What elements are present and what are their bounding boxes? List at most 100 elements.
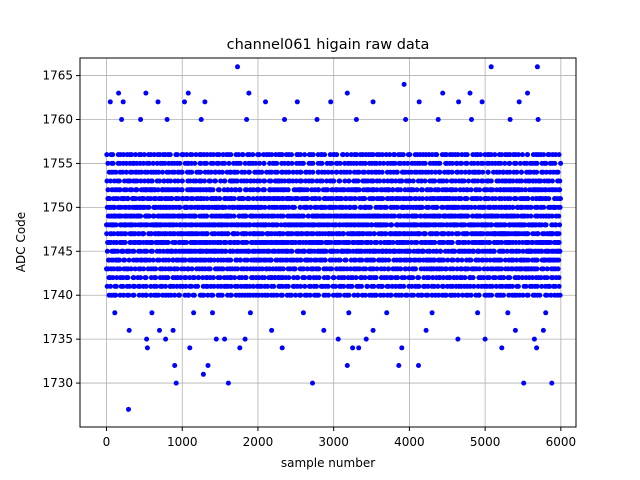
data-point xyxy=(426,275,432,281)
data-point xyxy=(519,275,525,281)
data-point xyxy=(281,248,287,254)
data-point xyxy=(479,240,485,245)
data-point xyxy=(427,248,433,254)
data-point xyxy=(337,178,343,184)
data-point xyxy=(510,204,516,210)
data-point xyxy=(459,266,465,272)
data-point xyxy=(279,152,285,158)
outlier-point xyxy=(475,310,481,316)
outlier-point xyxy=(488,64,494,70)
data-point xyxy=(172,292,178,298)
data-point xyxy=(477,187,483,193)
data-point xyxy=(157,248,163,254)
data-point xyxy=(346,240,352,245)
data-point xyxy=(480,169,486,175)
data-point xyxy=(247,283,253,289)
data-point xyxy=(424,222,430,228)
data-point xyxy=(431,178,437,184)
data-point xyxy=(122,222,128,228)
data-point xyxy=(265,292,271,298)
outlier-point xyxy=(300,310,306,316)
data-point xyxy=(395,222,401,228)
data-point xyxy=(475,178,481,184)
data-point xyxy=(155,187,161,193)
data-point xyxy=(410,187,416,193)
data-point xyxy=(358,240,364,245)
data-point xyxy=(344,152,350,158)
data-point xyxy=(207,240,213,245)
data-point xyxy=(388,231,394,237)
data-point xyxy=(217,240,223,245)
data-point xyxy=(114,275,120,281)
data-point xyxy=(296,240,302,245)
data-point xyxy=(486,240,492,245)
data-point xyxy=(331,275,337,281)
data-point xyxy=(242,160,248,166)
data-point xyxy=(362,160,368,166)
outlier-point xyxy=(244,117,250,122)
data-point xyxy=(141,152,147,158)
data-point xyxy=(208,257,214,263)
data-point xyxy=(167,248,173,254)
data-point xyxy=(269,152,275,158)
data-point xyxy=(429,169,435,175)
outlier-point xyxy=(346,310,352,316)
data-point xyxy=(107,283,113,289)
outlier-point xyxy=(198,117,204,122)
data-point xyxy=(520,152,525,158)
data-point xyxy=(266,248,272,254)
data-point xyxy=(147,257,153,263)
data-point xyxy=(464,204,470,210)
data-point xyxy=(464,196,470,202)
data-point xyxy=(374,187,380,193)
data-point xyxy=(353,257,359,263)
data-point xyxy=(132,213,138,219)
data-point xyxy=(292,266,297,272)
data-point xyxy=(308,283,314,289)
data-point xyxy=(459,257,465,263)
data-point xyxy=(298,283,304,289)
data-point xyxy=(426,204,432,210)
data-point xyxy=(192,187,198,193)
data-point xyxy=(261,160,267,166)
data-point xyxy=(398,160,404,166)
data-point xyxy=(468,187,474,193)
data-point xyxy=(261,187,267,193)
data-point xyxy=(450,222,456,228)
data-point xyxy=(519,178,525,184)
data-point xyxy=(480,231,486,237)
data-point xyxy=(231,196,237,202)
data-point xyxy=(548,292,554,298)
data-point xyxy=(488,178,494,184)
data-point xyxy=(493,283,499,289)
data-point xyxy=(252,240,258,245)
data-point xyxy=(228,240,234,245)
data-point xyxy=(274,169,280,175)
data-point xyxy=(228,257,234,263)
data-point xyxy=(416,275,422,281)
data-point xyxy=(515,213,521,219)
data-point xyxy=(464,231,470,237)
data-point xyxy=(210,160,216,166)
data-point xyxy=(279,292,285,298)
data-point xyxy=(285,160,291,166)
data-point xyxy=(204,187,209,193)
data-point xyxy=(450,257,456,263)
data-point xyxy=(525,292,531,298)
data-point xyxy=(225,231,231,237)
data-point xyxy=(464,160,470,166)
data-point xyxy=(138,222,143,228)
data-point xyxy=(128,266,134,272)
outlier-point xyxy=(335,336,341,342)
data-point xyxy=(274,292,280,298)
data-point xyxy=(113,222,119,228)
data-point xyxy=(211,231,217,237)
data-point xyxy=(286,213,292,219)
data-point xyxy=(395,204,401,210)
data-point xyxy=(166,257,172,263)
data-point xyxy=(362,292,368,298)
data-point xyxy=(149,248,155,254)
data-point xyxy=(340,240,346,245)
data-point xyxy=(547,283,553,289)
data-point xyxy=(413,222,419,228)
